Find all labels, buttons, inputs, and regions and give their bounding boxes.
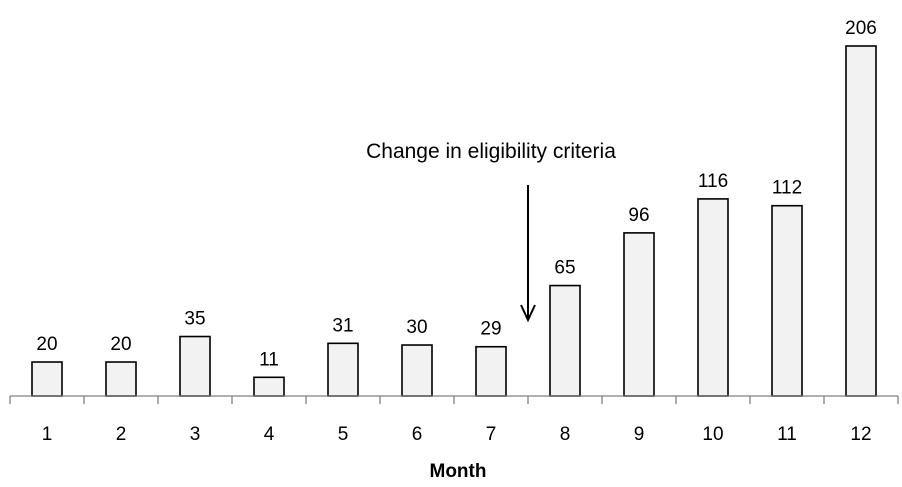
- x-axis-label: Month: [430, 461, 487, 482]
- bar-month-4: [253, 376, 285, 397]
- bar-month-1: [31, 361, 63, 397]
- value-label-month-3: 35: [184, 309, 205, 330]
- bar-month-8: [549, 284, 581, 397]
- value-label-month-7: 29: [480, 319, 501, 340]
- bar-month-10: [697, 198, 729, 397]
- bars-group: [31, 45, 877, 397]
- annotation-group: Change in eligibility criteria: [366, 140, 616, 323]
- tick-label-month-2: 2: [116, 424, 127, 445]
- tick-label-month-10: 10: [702, 424, 723, 445]
- x-axis-ticks: [9, 396, 899, 404]
- annotation-text: Change in eligibility criteria: [366, 140, 616, 163]
- tick-label-month-4: 4: [264, 424, 275, 445]
- value-label-month-10: 116: [698, 171, 728, 192]
- tick-label-month-6: 6: [412, 424, 423, 445]
- bar-month-5: [327, 342, 359, 397]
- bar-month-11: [771, 204, 803, 397]
- tick-label-month-12: 12: [850, 424, 871, 445]
- value-label-month-6: 30: [406, 317, 427, 338]
- tick-label-month-5: 5: [338, 424, 349, 445]
- tick-label-month-11: 11: [777, 424, 797, 445]
- tick-label-month-7: 7: [486, 424, 497, 445]
- value-label-month-8: 65: [554, 258, 575, 279]
- x-axis-tick-labels: 1 2 3 4 5 6 7 8 9 10 11 12: [42, 424, 872, 445]
- bar-month-3: [179, 335, 211, 397]
- annotation-arrow-head: [520, 304, 536, 323]
- bar-month-6: [401, 344, 433, 397]
- bar-month-12: [845, 45, 877, 397]
- tick-label-month-3: 3: [190, 424, 201, 445]
- bar-month-2: [105, 361, 137, 397]
- bar-month-9: [623, 232, 655, 397]
- bar-month-7: [475, 345, 507, 397]
- value-label-month-9: 96: [628, 205, 649, 226]
- tick-label-month-1: 1: [42, 424, 53, 445]
- value-label-month-11: 112: [772, 178, 802, 199]
- value-label-month-5: 31: [332, 315, 353, 336]
- value-label-month-12: 206: [845, 18, 877, 39]
- value-label-month-4: 11: [259, 349, 279, 370]
- tick-label-month-8: 8: [560, 424, 571, 445]
- value-label-month-2: 20: [110, 334, 131, 355]
- tick-label-month-9: 9: [634, 424, 645, 445]
- value-labels-group: 20 20 35 11 31 30 29 65 96 116 112 206: [36, 18, 876, 370]
- value-label-month-1: 20: [36, 334, 57, 355]
